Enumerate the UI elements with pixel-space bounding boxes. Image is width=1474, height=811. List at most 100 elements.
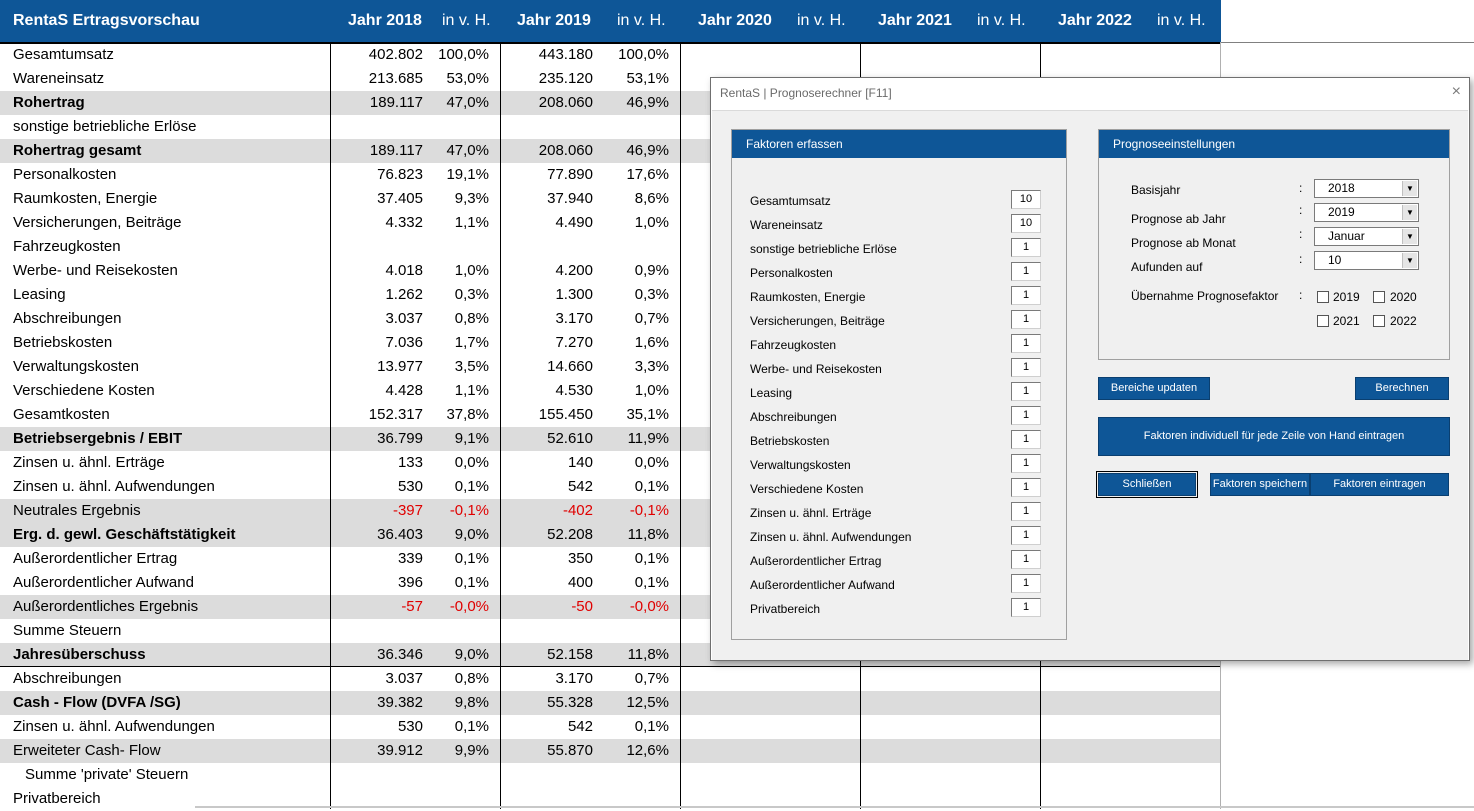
percent-2019[interactable]: 0,0% [634, 454, 669, 471]
value-2018[interactable]: 39.912 [377, 742, 423, 759]
value-2018[interactable]: 213.685 [368, 70, 423, 87]
header-pct-2019[interactable]: in v. H. [617, 12, 666, 29]
value-2019[interactable]: 140 [567, 454, 593, 471]
percent-2019[interactable]: 17,6% [626, 166, 669, 183]
percent-2018[interactable]: 9,9% [454, 742, 489, 759]
percent-2018[interactable]: 47,0% [446, 94, 489, 111]
value-2019[interactable]: 350 [567, 550, 593, 567]
factor-input-wareneinsatz[interactable]: 10 [1011, 214, 1041, 233]
percent-2019[interactable]: 0,9% [634, 262, 669, 279]
header-pct-2018[interactable]: in v. H. [442, 12, 491, 29]
percent-2018[interactable]: 0,8% [454, 670, 489, 687]
header-year-2021[interactable]: Jahr 2021 [878, 12, 952, 29]
percent-2018[interactable]: 100,0% [438, 46, 489, 63]
value-2019[interactable]: 3.170 [555, 310, 593, 327]
value-2018[interactable]: 13.977 [377, 358, 423, 375]
value-2019[interactable]: 55.328 [547, 694, 593, 711]
header-year-2019[interactable]: Jahr 2019 [517, 12, 591, 29]
value-2019[interactable]: 52.208 [547, 526, 593, 543]
percent-2018[interactable]: -0,0% [449, 598, 489, 615]
percent-2019[interactable]: 0,7% [634, 310, 669, 327]
header-year-2022[interactable]: Jahr 2022 [1058, 12, 1132, 29]
percent-2019[interactable]: 46,9% [626, 94, 669, 111]
value-2018[interactable] [330, 619, 423, 643]
value-2018[interactable]: 530 [397, 718, 423, 735]
row-label[interactable]: Erweiteter Cash- Flow [13, 742, 161, 759]
row-label[interactable]: Rohertrag [13, 94, 85, 111]
factor-input-abschreibungen[interactable]: 1 [1011, 406, 1041, 425]
value-2019[interactable]: 235.120 [538, 70, 593, 87]
row-label[interactable]: Wareneinsatz [13, 70, 105, 87]
faktoren-speichern-button[interactable]: Faktoren speichern [1210, 473, 1310, 496]
factor-input-personalkosten[interactable]: 1 [1011, 262, 1041, 281]
percent-2019[interactable]: -0,0% [629, 598, 669, 615]
factor-input-verschiedene-kosten[interactable]: 1 [1011, 478, 1041, 497]
value-2019[interactable]: 542 [567, 478, 593, 495]
checkbox-2021[interactable] [1317, 315, 1329, 327]
value-2019[interactable]: 77.890 [547, 166, 593, 183]
percent-2018[interactable]: 53,0% [446, 70, 489, 87]
percent-2019[interactable]: 53,1% [626, 70, 669, 87]
value-2019[interactable] [500, 619, 593, 643]
percent-2018[interactable]: 0,8% [454, 310, 489, 327]
percent-2018[interactable]: 19,1% [446, 166, 489, 183]
percent-2018[interactable]: 0,1% [454, 550, 489, 567]
percent-2018[interactable]: 47,0% [446, 142, 489, 159]
value-2018[interactable]: -57 [401, 598, 423, 615]
row-label[interactable]: Gesamtkosten [13, 406, 110, 423]
row-label[interactable]: Rohertrag gesamt [13, 142, 142, 159]
row-label[interactable]: Summe Steuern [13, 622, 122, 639]
value-2018[interactable]: 189.117 [369, 94, 423, 111]
percent-2018[interactable]: -0,1% [449, 502, 489, 519]
chevron-down-icon[interactable]: ▼ [1402, 181, 1417, 196]
value-2018[interactable]: 3.037 [385, 670, 423, 687]
value-2019[interactable]: 4.490 [555, 214, 593, 231]
value-2018[interactable]: 189.117 [369, 142, 423, 159]
header-year-2018[interactable]: Jahr 2018 [348, 12, 422, 29]
percent-2018[interactable]: 9,1% [454, 430, 489, 447]
value-2018[interactable]: 76.823 [377, 166, 423, 183]
factor-input-zinsen-u-hnl-aufwendungen[interactable]: 1 [1011, 526, 1041, 545]
factor-input-werbe-und-reisekosten[interactable]: 1 [1011, 358, 1041, 377]
value-2018[interactable]: 3.037 [385, 310, 423, 327]
row-label[interactable]: Betriebskosten [13, 334, 113, 351]
factor-input-versicherungen-beitr-ge[interactable]: 1 [1011, 310, 1041, 329]
row-label[interactable]: Verwaltungskosten [13, 358, 139, 375]
value-2018[interactable]: 4.018 [385, 262, 423, 279]
value-2018[interactable]: 133 [397, 454, 423, 471]
value-2018[interactable]: 4.332 [385, 214, 423, 231]
row-label[interactable]: Außerordentlicher Ertrag [13, 550, 178, 567]
value-2018[interactable]: 37.405 [377, 190, 423, 207]
percent-2018[interactable]: 9,3% [454, 190, 489, 207]
percent-2018[interactable]: 0,3% [454, 286, 489, 303]
bereiche-updaten-button[interactable]: Bereiche updaten [1098, 377, 1210, 400]
faktoren-eintragen-button[interactable]: Faktoren eintragen [1310, 473, 1449, 496]
factor-input-privatbereich[interactable]: 1 [1011, 598, 1041, 617]
row-label[interactable]: Verschiedene Kosten [13, 382, 155, 399]
schliessen-button[interactable]: Schließen [1096, 471, 1198, 498]
percent-2018[interactable] [423, 115, 489, 139]
value-2019[interactable]: 14.660 [547, 358, 593, 375]
value-2018[interactable]: 36.799 [377, 430, 423, 447]
percent-2019[interactable]: 0,1% [634, 550, 669, 567]
percent-2019[interactable]: 35,1% [626, 406, 669, 423]
value-2018[interactable]: -397 [392, 502, 423, 519]
percent-2019[interactable]: 100,0% [618, 46, 669, 63]
factor-input-leasing[interactable]: 1 [1011, 382, 1041, 401]
chevron-down-icon[interactable]: ▼ [1402, 253, 1417, 268]
value-2019[interactable]: 4.530 [555, 382, 593, 399]
row-label[interactable]: Cash - Flow (DVFA /SG) [13, 694, 181, 711]
factor-input-verwaltungskosten[interactable]: 1 [1011, 454, 1041, 473]
value-2019[interactable]: 52.158 [547, 646, 593, 663]
percent-2019[interactable]: 0,1% [634, 574, 669, 591]
row-label[interactable]: Neutrales Ergebnis [13, 502, 141, 519]
value-2018[interactable]: 339 [397, 550, 423, 567]
row-label[interactable]: Versicherungen, Beiträge [13, 214, 182, 231]
row-label[interactable]: Privatbereich [13, 790, 101, 807]
percent-2019[interactable]: 1,0% [634, 382, 669, 399]
header-pct-2022[interactable]: in v. H. [1157, 12, 1206, 29]
value-2018[interactable]: 530 [397, 478, 423, 495]
factor-input-zinsen-u-hnl-ertr-ge[interactable]: 1 [1011, 502, 1041, 521]
value-2019[interactable]: 37.940 [547, 190, 593, 207]
factor-input-raumkosten-energie[interactable]: 1 [1011, 286, 1041, 305]
